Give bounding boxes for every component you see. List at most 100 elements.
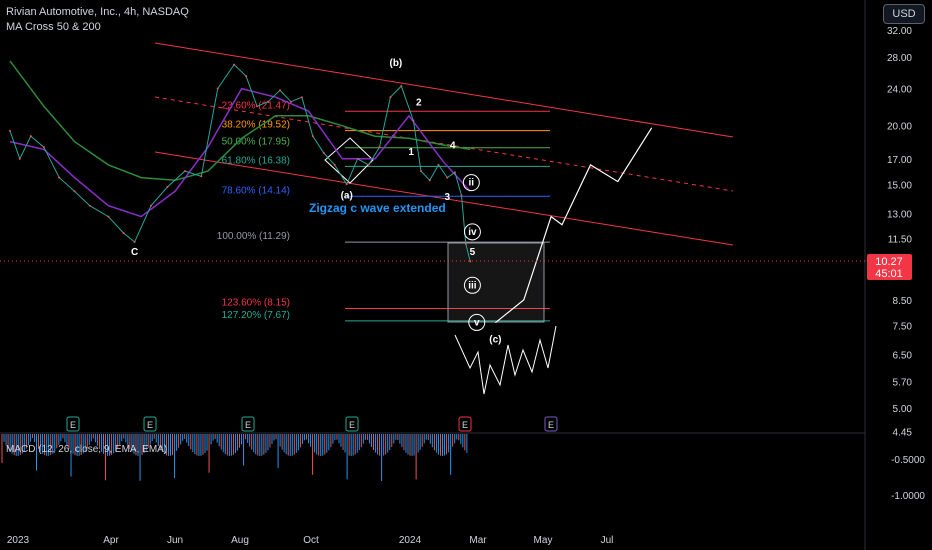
earnings-marker xyxy=(544,416,558,432)
wave-circle xyxy=(462,174,480,192)
price-point xyxy=(428,179,431,182)
price-point xyxy=(9,129,11,132)
earnings-marker xyxy=(458,416,472,432)
y-tick-label: 5.70 xyxy=(893,377,913,388)
y-tick-label: 20.00 xyxy=(887,122,912,133)
x-tick-label: Mar xyxy=(469,535,487,546)
projection-path xyxy=(454,127,653,395)
price-point xyxy=(412,119,415,122)
wave-label: C xyxy=(131,247,138,258)
earnings-label: E xyxy=(548,420,554,430)
price-point xyxy=(88,204,91,207)
current-price-value: 10.27 xyxy=(875,256,903,268)
currency-button[interactable]: USD xyxy=(883,4,925,24)
fib-label: 78.60% (14.14) xyxy=(222,185,290,196)
channel-lower xyxy=(154,151,734,246)
price-point xyxy=(300,96,303,99)
price-point xyxy=(446,176,449,179)
price-point xyxy=(389,96,392,99)
x-tick-label: Jun xyxy=(167,535,183,546)
price-point xyxy=(289,100,292,103)
moving-averages xyxy=(9,60,471,218)
earnings-marker xyxy=(241,416,255,432)
drawing-boxes xyxy=(324,137,545,323)
earnings-label: E xyxy=(349,420,355,430)
y-tick-label: 32.00 xyxy=(887,26,912,37)
price-point xyxy=(200,175,203,178)
y-tick-label: 28.00 xyxy=(887,53,912,64)
y-tick-label: 8.50 xyxy=(893,296,913,307)
price-point xyxy=(73,190,76,193)
x-tick-label: May xyxy=(534,535,553,546)
price-point xyxy=(183,170,186,173)
price-point xyxy=(345,183,348,186)
price-point xyxy=(333,163,336,166)
wave-label: 2 xyxy=(416,97,422,108)
earnings-label: E xyxy=(147,420,153,430)
earnings-label: E xyxy=(462,420,468,430)
bar-countdown: 45:01 xyxy=(875,268,903,280)
price-point xyxy=(437,163,440,166)
wave-label: (a) xyxy=(341,190,353,201)
price-point xyxy=(266,100,269,103)
wave-circle xyxy=(468,313,486,331)
wave-label: (b) xyxy=(389,58,402,69)
y-tick-label: 13.00 xyxy=(887,209,912,220)
price-point xyxy=(216,87,219,90)
price-point xyxy=(420,170,423,173)
price-point xyxy=(107,215,110,218)
price-point xyxy=(166,186,169,189)
x-tick-label: Jul xyxy=(601,535,614,546)
wave-label: iv xyxy=(468,227,477,238)
macd-pane xyxy=(1,434,468,481)
wave-label: iii xyxy=(468,280,477,291)
wave-label: 1 xyxy=(408,147,414,158)
wave-circle xyxy=(463,223,481,241)
trend-channels xyxy=(154,42,734,246)
fib-label: 127.20% (7.67) xyxy=(222,310,290,321)
y-tick-label: 5.00 xyxy=(893,404,913,415)
price-point xyxy=(245,75,248,78)
price-point xyxy=(150,204,153,207)
time-axis[interactable]: 2023 Apr Jun Aug Oct 2024 Mar May Jul xyxy=(7,535,614,546)
channel-upper xyxy=(154,42,734,138)
price-point xyxy=(311,135,314,138)
x-tick-label: Aug xyxy=(231,535,249,546)
price-point xyxy=(133,240,136,243)
price-point xyxy=(58,176,61,179)
y-tick-label: 4.45 xyxy=(893,428,913,439)
price-point xyxy=(464,242,467,245)
price-point xyxy=(469,260,472,263)
wave-circle xyxy=(463,276,481,294)
y-tick-label: 6.50 xyxy=(893,351,913,362)
fib-label: 100.00% (11.29) xyxy=(217,231,290,242)
y-tick-label: 11.50 xyxy=(888,234,913,245)
wave-label: (c) xyxy=(489,334,501,345)
channel-mid xyxy=(154,96,734,192)
y-tick-label: 15.00 xyxy=(887,180,912,191)
fib-label: 123.60% (8.15) xyxy=(222,298,290,309)
price-point xyxy=(29,135,32,138)
indicator-label: MA Cross 50 & 200 xyxy=(6,21,101,33)
y-tick-label: 17.00 xyxy=(887,155,912,166)
fib-label: 61.80% (16.38) xyxy=(222,155,290,166)
wave-annotation: Zigzag c wave extended xyxy=(309,201,446,215)
price-point xyxy=(256,105,259,108)
price-point xyxy=(322,151,325,154)
earnings-marker xyxy=(345,416,359,432)
wave-label: ii xyxy=(469,178,475,189)
macd-label: MACD (12, 26, close, 9, EMA, EMA) xyxy=(6,444,167,455)
price-point xyxy=(378,146,381,149)
alt-projection-line xyxy=(454,325,557,395)
earnings-marker xyxy=(143,416,157,432)
x-tick-label: Apr xyxy=(103,535,119,546)
macd-tick-label: -1.0000 xyxy=(891,491,925,502)
price-point xyxy=(460,194,463,197)
price-point xyxy=(400,85,403,88)
x-tick-label: 2023 xyxy=(7,535,30,546)
price-point xyxy=(122,232,125,235)
price-line xyxy=(9,63,471,262)
